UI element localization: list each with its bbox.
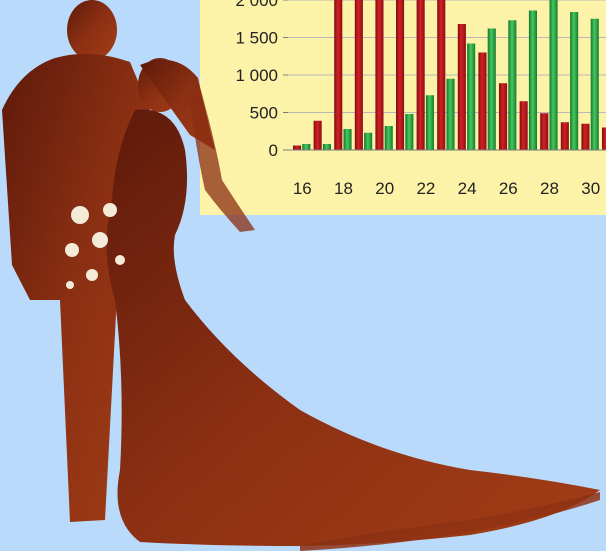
bar-red [560, 122, 569, 150]
x-tick-label: 28 [540, 179, 559, 198]
y-tick-label: 1 500 [235, 29, 278, 48]
bar-green [343, 129, 352, 150]
bar-green [384, 126, 393, 150]
x-tick-label: 24 [458, 179, 477, 198]
x-tick-label: 26 [499, 179, 518, 198]
bar-green [549, 0, 558, 150]
bar-red [293, 145, 302, 150]
veil-lace [190, 80, 255, 232]
y-tick-label: 500 [250, 104, 278, 123]
bar-red [416, 0, 425, 150]
bar-red [602, 127, 606, 150]
bar-red [313, 120, 322, 150]
bar-red [457, 24, 466, 150]
bar-red [540, 113, 549, 150]
chart-x-axis: 16 18 20 22 24 26 28 30 [293, 179, 600, 198]
chart-y-axis: 0 500 1 000 1 500 2 000 [235, 0, 288, 160]
bar-red [478, 52, 487, 150]
bar-green [425, 95, 434, 150]
bar-red [499, 83, 508, 150]
bar-green [405, 114, 414, 150]
bar-green [487, 28, 496, 150]
bar-red [354, 0, 363, 150]
bar-green [570, 12, 579, 150]
bar-green [302, 144, 311, 150]
bar-green [467, 43, 476, 150]
bar-red [396, 0, 405, 150]
y-tick-label: 2 000 [235, 0, 278, 10]
bar-green [446, 78, 455, 150]
x-tick-label: 30 [581, 179, 600, 198]
bar-red [334, 0, 343, 150]
bar-green [590, 18, 599, 150]
x-tick-label: 20 [375, 179, 394, 198]
y-tick-label: 0 [269, 141, 278, 160]
x-tick-label: 22 [416, 179, 435, 198]
chart-bars [293, 0, 606, 150]
x-tick-label: 18 [334, 179, 353, 198]
bar-red [519, 101, 528, 150]
bar-green [528, 10, 537, 150]
bar-green [364, 132, 373, 150]
bar-red [437, 0, 446, 150]
bar-red [375, 0, 384, 150]
bar-green [508, 20, 517, 150]
bar-green [322, 144, 331, 150]
bar-red [581, 123, 590, 150]
y-tick-label: 1 000 [235, 66, 278, 85]
bouquet [65, 203, 125, 289]
x-tick-label: 16 [293, 179, 312, 198]
chart: 0 500 1 000 1 500 2 000 16 18 20 22 24 26 28 30 [200, 0, 606, 215]
